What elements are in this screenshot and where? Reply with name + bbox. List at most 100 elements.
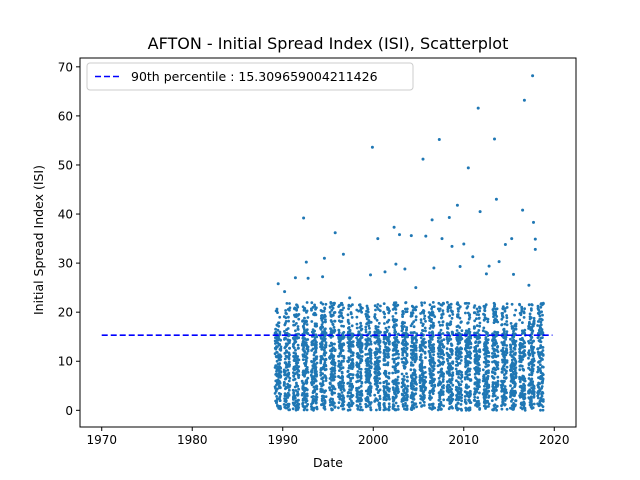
data-point (405, 398, 409, 402)
data-point (286, 327, 290, 330)
data-point (409, 394, 413, 398)
data-point (387, 408, 391, 412)
data-point (483, 305, 487, 309)
data-point (311, 367, 315, 370)
data-point (351, 334, 355, 338)
data-point (460, 329, 464, 332)
data-point (319, 358, 323, 362)
data-point (375, 347, 378, 351)
data-point (331, 359, 334, 363)
data-point (365, 340, 369, 344)
data-point (527, 351, 530, 354)
data-point (539, 376, 542, 380)
data-point (315, 306, 318, 310)
data-point (450, 350, 453, 354)
data-point (394, 367, 397, 371)
data-point (530, 370, 534, 374)
data-point (500, 404, 503, 408)
data-point (368, 347, 372, 351)
x-tick-label: 1970 (86, 433, 117, 447)
data-point (332, 362, 335, 366)
data-point (475, 354, 478, 357)
data-point (360, 381, 364, 385)
data-point (500, 349, 504, 352)
data-point (296, 355, 300, 358)
data-point (464, 370, 468, 374)
data-point (438, 323, 442, 327)
data-point (348, 372, 352, 376)
data-point (450, 353, 454, 356)
data-point (493, 394, 497, 398)
data-point (540, 303, 544, 307)
data-point (394, 352, 398, 356)
data-point (315, 392, 318, 396)
data-point (278, 342, 282, 346)
data-point (464, 408, 468, 412)
data-point (360, 342, 364, 346)
data-point (441, 393, 445, 396)
data-point (492, 343, 495, 347)
data-point (455, 403, 458, 407)
data-point (431, 323, 435, 327)
data-point (518, 380, 522, 384)
data-point (311, 399, 315, 402)
data-point (531, 380, 535, 384)
data-point (320, 342, 324, 346)
data-point (369, 357, 373, 360)
data-point (442, 404, 445, 408)
data-point (412, 393, 416, 397)
data-point (377, 342, 381, 346)
data-point (421, 379, 424, 383)
data-point (405, 390, 409, 393)
data-point (356, 341, 359, 345)
data-point (504, 390, 508, 394)
data-point (347, 405, 351, 409)
data-point (522, 98, 526, 102)
data-point (456, 370, 459, 374)
data-point (303, 349, 306, 352)
data-point (368, 353, 372, 356)
data-point (301, 388, 305, 391)
x-tick-label: 2010 (448, 433, 479, 447)
data-point (312, 331, 315, 335)
data-point (473, 387, 477, 390)
data-point (285, 365, 289, 369)
data-point (468, 389, 472, 393)
data-point (342, 306, 345, 310)
data-point (441, 323, 444, 327)
data-point (395, 318, 399, 322)
data-point (360, 394, 364, 397)
data-point (473, 395, 477, 399)
data-point (402, 325, 406, 328)
data-point (502, 352, 506, 356)
data-point (360, 359, 364, 363)
data-point (529, 338, 533, 342)
data-point (393, 328, 397, 332)
data-point (532, 345, 536, 349)
data-point (424, 380, 427, 384)
data-point (463, 347, 467, 351)
data-point (376, 303, 380, 306)
data-point (373, 376, 376, 380)
data-point (421, 324, 425, 327)
data-point (341, 378, 344, 382)
data-point (348, 329, 352, 333)
data-point (477, 317, 481, 320)
data-point (369, 273, 372, 277)
data-point (523, 392, 527, 396)
data-point (459, 407, 463, 411)
data-point (456, 408, 459, 412)
data-point (458, 316, 462, 320)
data-point (460, 399, 463, 403)
data-point (387, 382, 391, 386)
data-point (355, 361, 359, 365)
data-point (346, 318, 350, 322)
data-point (518, 375, 521, 379)
data-point (378, 381, 382, 385)
data-point (511, 375, 515, 379)
data-point (527, 324, 530, 328)
data-point (413, 379, 417, 383)
data-point (401, 315, 404, 318)
data-point (538, 389, 542, 393)
data-point (359, 367, 363, 371)
